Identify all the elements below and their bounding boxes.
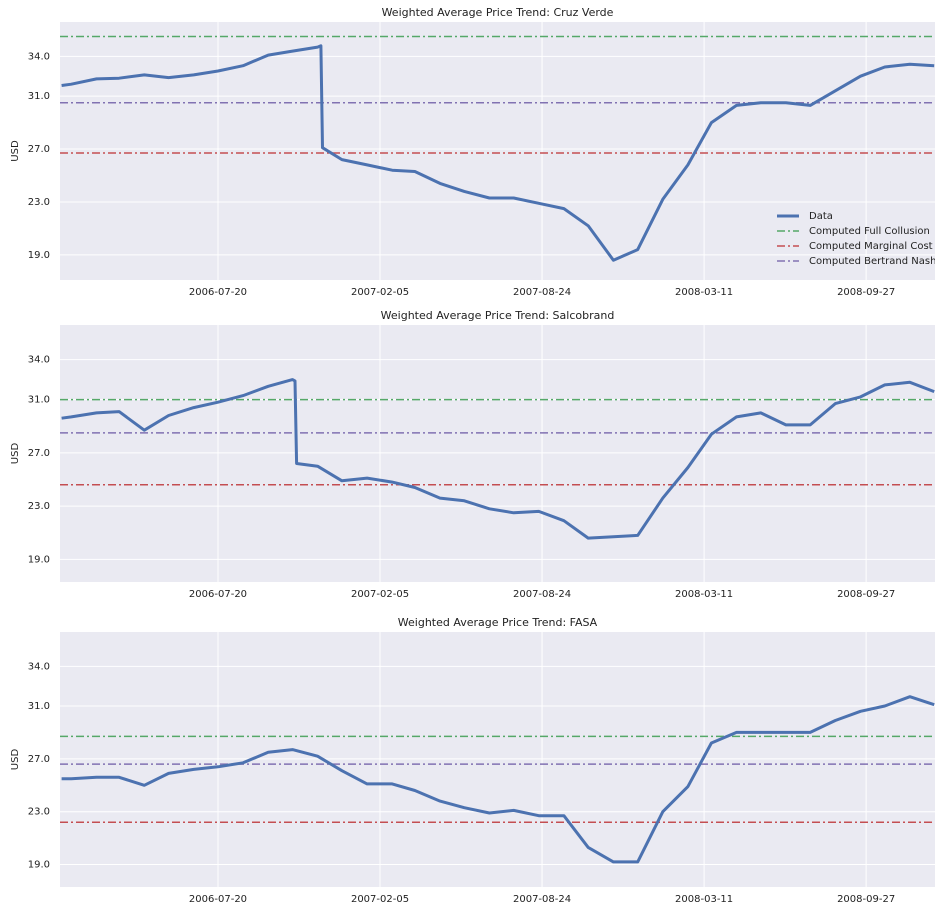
y-tick-label: 31.0: [28, 91, 50, 102]
x-tick-label: 2007-02-05: [351, 589, 409, 600]
y-tick-label: 19.0: [28, 554, 50, 565]
y-tick-label: 27.0: [28, 448, 50, 459]
y-axis-label: USD: [10, 443, 21, 465]
plot-background: [60, 22, 935, 280]
y-tick-label: 19.0: [28, 250, 50, 261]
x-tick-label: 2008-03-11: [675, 287, 733, 298]
x-tick-label: 2008-09-27: [837, 287, 895, 298]
plot-background: [60, 325, 935, 582]
y-tick-label: 31.0: [28, 701, 50, 712]
x-tick-label: 2007-02-05: [351, 894, 409, 905]
data-line: [61, 378, 935, 540]
x-tick-label: 2006-07-20: [189, 894, 247, 905]
legend-label: Computed Marginal Cost: [809, 241, 933, 252]
data-line: [61, 695, 935, 864]
x-tick-label: 2008-09-27: [837, 894, 895, 905]
x-tick-label: 2007-08-24: [513, 287, 571, 298]
y-tick-label: 34.0: [28, 661, 50, 672]
y-axis-label: USD: [10, 749, 21, 771]
x-tick-label: 2008-09-27: [837, 589, 895, 600]
data-line: [61, 44, 935, 262]
x-tick-label: 2006-07-20: [189, 589, 247, 600]
legend-label: Computed Bertrand Nash: [809, 256, 935, 267]
y-tick-label: 23.0: [28, 197, 50, 208]
legend-label: Computed Full Collusion: [809, 226, 930, 237]
x-tick-label: 2008-03-11: [675, 589, 733, 600]
x-tick-label: 2006-07-20: [189, 287, 247, 298]
x-tick-label: 2007-02-05: [351, 287, 409, 298]
chart-title: Weighted Average Price Trend: Salcobrand: [381, 309, 615, 322]
y-tick-label: 23.0: [28, 501, 50, 512]
x-tick-label: 2007-08-24: [513, 894, 571, 905]
y-tick-label: 27.0: [28, 144, 50, 155]
y-tick-label: 19.0: [28, 860, 50, 871]
y-axis-label: USD: [10, 140, 21, 162]
legend-label: Data: [809, 211, 833, 222]
chart-title: Weighted Average Price Trend: FASA: [398, 616, 598, 629]
y-tick-label: 31.0: [28, 395, 50, 406]
y-tick-label: 34.0: [28, 51, 50, 62]
y-tick-label: 23.0: [28, 807, 50, 818]
y-tick-label: 34.0: [28, 355, 50, 366]
chart-title: Weighted Average Price Trend: Cruz Verde: [382, 6, 614, 19]
x-tick-label: 2007-08-24: [513, 589, 571, 600]
plot-background: [60, 632, 935, 887]
x-tick-label: 2008-03-11: [675, 894, 733, 905]
y-tick-label: 27.0: [28, 754, 50, 765]
